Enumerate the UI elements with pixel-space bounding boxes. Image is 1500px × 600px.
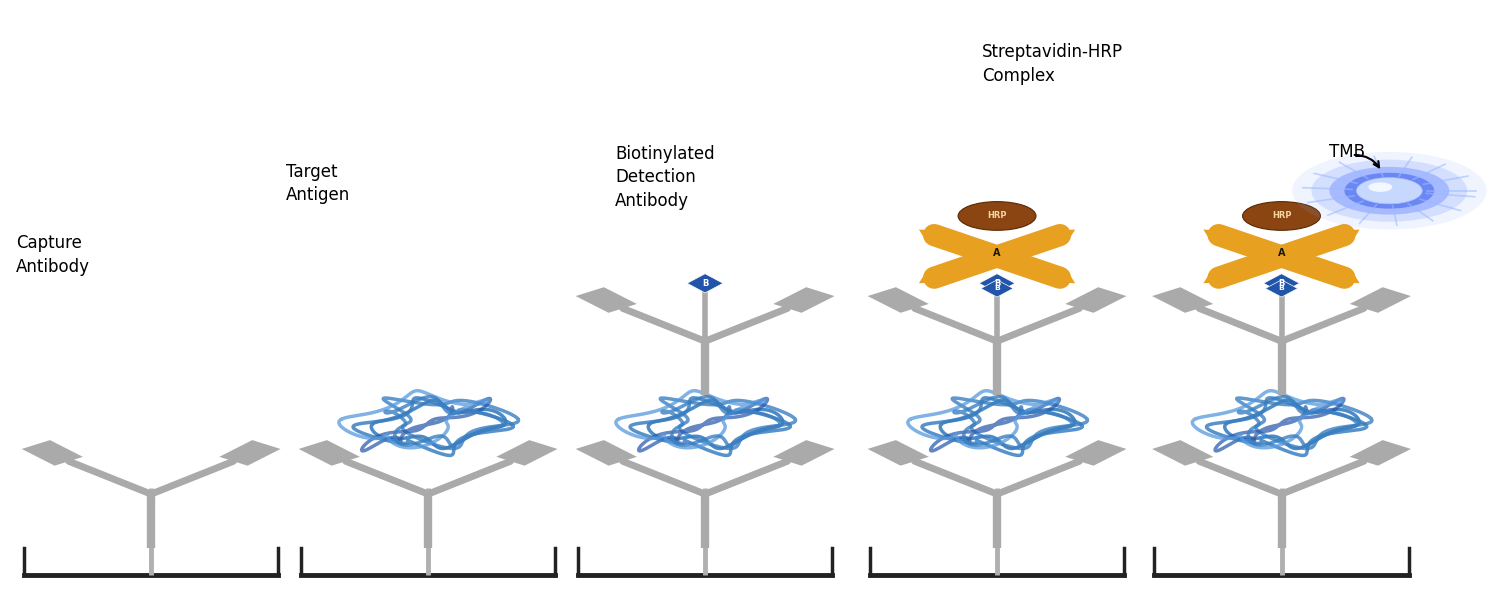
Polygon shape [1266, 280, 1298, 297]
Circle shape [1329, 167, 1449, 215]
Text: B: B [994, 279, 1000, 288]
Polygon shape [687, 274, 723, 293]
Text: HRP: HRP [1272, 211, 1292, 220]
Polygon shape [1203, 274, 1228, 283]
Polygon shape [496, 440, 558, 466]
Polygon shape [774, 440, 834, 466]
Ellipse shape [1242, 202, 1320, 230]
Polygon shape [920, 274, 944, 283]
Polygon shape [1350, 287, 1412, 313]
Text: Streptavidin-HRP
Complex: Streptavidin-HRP Complex [982, 43, 1124, 85]
Text: Target
Antigen: Target Antigen [286, 163, 350, 204]
Text: TMB: TMB [1329, 143, 1365, 161]
Circle shape [1292, 152, 1486, 230]
Polygon shape [1335, 274, 1359, 283]
Circle shape [1368, 182, 1392, 192]
Polygon shape [1350, 440, 1412, 466]
Circle shape [1356, 178, 1422, 204]
Text: B: B [1278, 279, 1284, 288]
Text: HRP: HRP [987, 211, 1006, 220]
Polygon shape [774, 287, 834, 313]
Text: A: A [993, 248, 1000, 259]
Polygon shape [576, 440, 638, 466]
Polygon shape [867, 287, 928, 313]
Polygon shape [1152, 287, 1214, 313]
Polygon shape [981, 280, 1012, 297]
Polygon shape [1065, 440, 1126, 466]
Polygon shape [298, 440, 360, 466]
Polygon shape [21, 440, 82, 466]
Text: Biotinylated
Detection
Antibody: Biotinylated Detection Antibody [615, 145, 716, 210]
Text: B: B [994, 286, 1000, 292]
Polygon shape [920, 230, 944, 239]
Polygon shape [1203, 230, 1228, 239]
Polygon shape [1065, 287, 1126, 313]
Polygon shape [576, 287, 638, 313]
Circle shape [1344, 173, 1434, 209]
Polygon shape [1335, 230, 1359, 239]
Polygon shape [1263, 274, 1299, 293]
Text: Capture
Antibody: Capture Antibody [16, 235, 90, 276]
Polygon shape [867, 440, 928, 466]
Ellipse shape [958, 202, 1036, 230]
Text: B: B [702, 279, 708, 288]
Text: A: A [1278, 248, 1286, 259]
Polygon shape [980, 274, 1016, 293]
Circle shape [1311, 160, 1467, 222]
Polygon shape [1152, 440, 1214, 466]
Polygon shape [219, 440, 280, 466]
Polygon shape [1050, 274, 1076, 283]
Text: B: B [1278, 286, 1284, 292]
Polygon shape [1050, 230, 1076, 239]
